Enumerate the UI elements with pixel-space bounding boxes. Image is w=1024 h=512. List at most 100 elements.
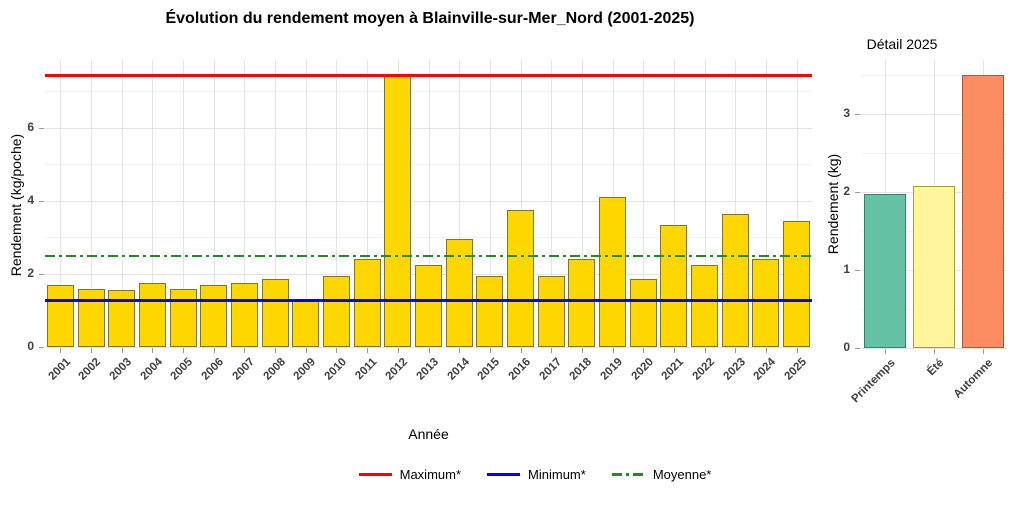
x-tick-mark bbox=[520, 348, 522, 353]
y-tick-mark bbox=[39, 200, 44, 202]
ref-line-maximum bbox=[45, 73, 812, 77]
x-tick-label-text: 2019 bbox=[598, 356, 626, 383]
x-tick-label-text: 2018 bbox=[567, 356, 595, 383]
y-tick-mark bbox=[39, 347, 44, 348]
bar-2025 bbox=[783, 221, 811, 347]
x-tick-mark bbox=[428, 348, 430, 353]
x-tick-mark bbox=[275, 348, 277, 353]
legend-item-moyenne: Moyenne* bbox=[611, 467, 712, 482]
gridline-vertical bbox=[489, 60, 491, 347]
gridline-vertical bbox=[581, 60, 583, 347]
legend-item-minimum: Minimum* bbox=[487, 467, 586, 482]
x-tick-label-text: 2022 bbox=[690, 356, 718, 383]
gridline-vertical bbox=[305, 60, 307, 347]
x-tick-label-text: 2016 bbox=[506, 356, 534, 383]
bar-2002 bbox=[77, 288, 105, 347]
bar-2004 bbox=[138, 283, 166, 347]
ref-line-minimum bbox=[45, 298, 812, 302]
detail-chart-panel bbox=[861, 60, 1007, 349]
legend-label-maximum: Maximum* bbox=[399, 467, 462, 482]
legend-key-minimum-line bbox=[487, 473, 521, 476]
gridline-vertical bbox=[213, 60, 215, 347]
x-tick-label-text: 2013 bbox=[414, 356, 441, 383]
bar-2006 bbox=[200, 284, 228, 347]
y-tick-mark bbox=[855, 191, 860, 193]
x-tick-mark bbox=[489, 348, 491, 353]
bar-printemps bbox=[864, 194, 907, 348]
bar-2016 bbox=[507, 210, 535, 347]
chart-legend: Maximum* Minimum* Moyenne* bbox=[330, 467, 740, 482]
legend-key-moyenne-line bbox=[611, 473, 645, 476]
x-tick-mark bbox=[982, 349, 984, 354]
gridline-vertical bbox=[704, 60, 706, 347]
x-tick-mark bbox=[244, 348, 246, 353]
bar-2011 bbox=[353, 259, 381, 347]
gridline-vertical bbox=[152, 60, 154, 347]
bar-2021 bbox=[660, 224, 688, 347]
x-tick-label-text: 2006 bbox=[199, 356, 227, 383]
x-tick-label-text: 2007 bbox=[230, 356, 257, 383]
y-tick-mark bbox=[855, 113, 860, 115]
y-tick-label: 1 bbox=[843, 261, 850, 276]
bar-2024 bbox=[752, 259, 780, 347]
gridline-vertical bbox=[459, 60, 461, 347]
x-tick-label-text: 2024 bbox=[751, 356, 779, 383]
gridline-vertical bbox=[367, 60, 369, 347]
x-tick-mark bbox=[934, 349, 935, 354]
legend-item-maximum: Maximum* bbox=[358, 467, 462, 482]
x-tick-label-text: 2010 bbox=[322, 356, 349, 383]
legend-label-moyenne: Moyenne* bbox=[652, 467, 712, 482]
bar-2012 bbox=[384, 74, 412, 347]
bar-2018 bbox=[568, 259, 596, 347]
bar-2009 bbox=[292, 299, 320, 347]
x-tick-label-text: 2015 bbox=[475, 356, 503, 383]
y-tick-label: 6 bbox=[27, 119, 34, 134]
bar-2005 bbox=[169, 288, 197, 347]
bar-2017 bbox=[537, 275, 565, 347]
gridline-vertical bbox=[643, 60, 645, 347]
x-tick-label-text: 2020 bbox=[629, 356, 656, 383]
x-tick-label-text: 2025 bbox=[782, 356, 810, 383]
bar-2007 bbox=[230, 283, 258, 347]
bar-2015 bbox=[476, 275, 504, 347]
x-tick-mark bbox=[367, 348, 369, 353]
gridline-vertical bbox=[121, 60, 123, 347]
bar-2010 bbox=[322, 275, 350, 347]
x-tick-mark bbox=[551, 348, 553, 353]
x-tick-mark bbox=[704, 348, 706, 353]
y-tick-label: 4 bbox=[27, 192, 34, 207]
y-tick-label: 2 bbox=[27, 265, 34, 280]
gridline-vertical bbox=[765, 60, 767, 347]
x-tick-mark bbox=[735, 348, 737, 353]
x-tick-label-text: 2017 bbox=[537, 356, 564, 383]
y-tick-mark bbox=[855, 348, 860, 349]
detail-y-axis-title: Rendement (kg) bbox=[825, 153, 841, 255]
bar-2022 bbox=[691, 264, 719, 347]
x-tick-mark bbox=[673, 348, 675, 353]
gridline-vertical bbox=[60, 60, 62, 347]
x-tick-label-text: 2011 bbox=[353, 356, 380, 383]
x-tick-label-text: 2004 bbox=[138, 356, 165, 383]
bar-automne bbox=[961, 74, 1004, 348]
detail-chart-title: Détail 2025 bbox=[866, 36, 938, 52]
bar-2013 bbox=[415, 264, 442, 347]
gridline-vertical bbox=[183, 60, 185, 347]
x-tick-label-text: Automne bbox=[951, 357, 996, 401]
x-tick-mark bbox=[612, 348, 614, 353]
gridline-major bbox=[861, 348, 1007, 349]
bar-2020 bbox=[629, 279, 657, 347]
x-tick-mark bbox=[581, 348, 583, 353]
x-tick-label-text: 2008 bbox=[260, 356, 288, 383]
gridline-vertical bbox=[673, 60, 675, 347]
x-tick-label-text: Été bbox=[925, 357, 947, 379]
gridline-vertical bbox=[520, 60, 522, 347]
y-tick-label: 0 bbox=[843, 340, 850, 354]
bar-2008 bbox=[261, 279, 289, 347]
x-tick-label-text: 2023 bbox=[721, 356, 748, 383]
x-tick-mark bbox=[305, 348, 307, 353]
bar-2001 bbox=[46, 284, 74, 347]
x-tick-mark bbox=[213, 348, 215, 353]
gridline-vertical bbox=[796, 60, 798, 347]
x-tick-label-text: 2012 bbox=[383, 356, 411, 383]
